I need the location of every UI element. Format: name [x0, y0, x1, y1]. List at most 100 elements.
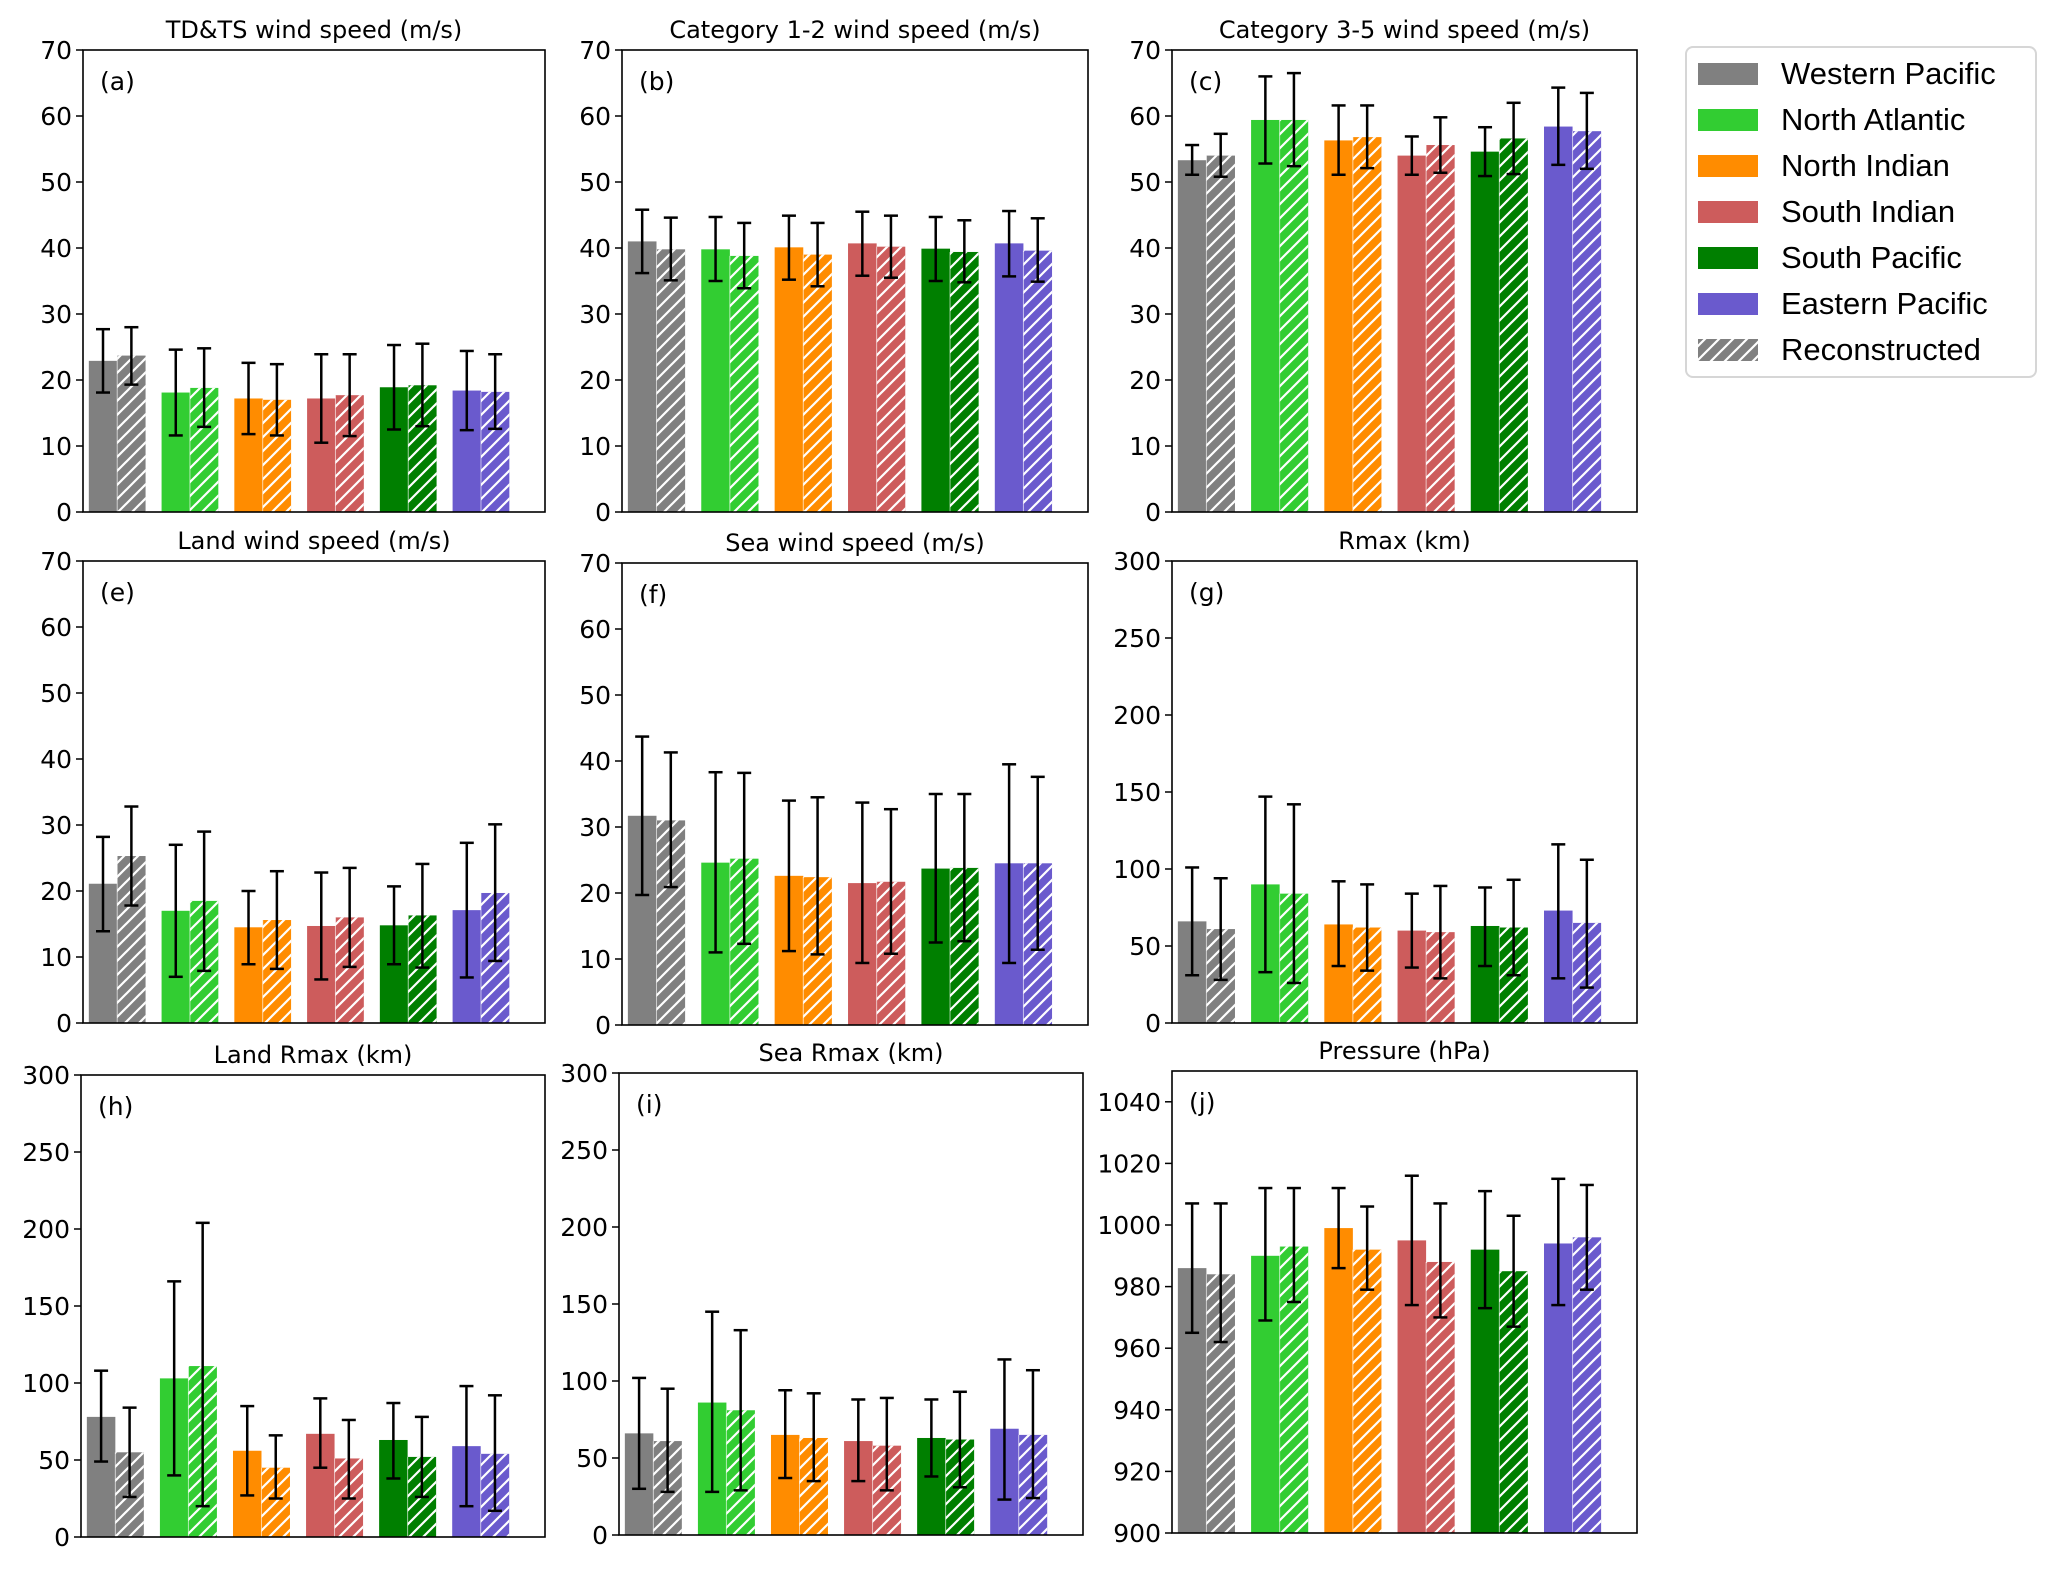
y-tick-label: 50	[579, 681, 611, 710]
bar-observed-eastern-pacific	[1544, 126, 1573, 512]
y-tick-label: 300	[1113, 547, 1161, 576]
y-tick-label: 70	[1129, 36, 1161, 65]
y-tick-label: 60	[579, 615, 611, 644]
y-tick-label: 1040	[1097, 1088, 1161, 1117]
panel-title: Sea wind speed (m/s)	[725, 529, 985, 557]
panel-tag: (g)	[1189, 578, 1224, 607]
y-tick-label: 10	[579, 945, 611, 974]
panel-b: Category 1-2 wind speed (m/s) 0 10 20 30 40 50…	[579, 16, 1089, 527]
y-tick-label: 200	[560, 1213, 608, 1242]
y-tick-label: 250	[22, 1138, 70, 1167]
hatch-overlay	[656, 249, 686, 512]
bar-observed-north-atlantic	[1251, 119, 1280, 513]
bar-observed-south-pacific	[921, 248, 951, 512]
y-tick-label: 900	[1113, 1519, 1161, 1548]
panel-j: Pressure (hPa) 900 920 940 960 980 1000 1020 104…	[1097, 1037, 1638, 1548]
bar-observed-south-indian	[848, 243, 877, 512]
bar-observed-north-indian	[1324, 1228, 1353, 1533]
panel-e: Land wind speed (m/s) 0 10 20 30 40 50 60 70 (e)	[40, 527, 546, 1038]
y-tick-label: 50	[1129, 932, 1161, 961]
panel-title: Land Rmax (km)	[214, 1041, 413, 1069]
y-tick-label: 20	[40, 366, 72, 395]
y-tick-label: 200	[22, 1215, 70, 1244]
y-tick-label: 60	[579, 102, 611, 131]
y-tick-label: 10	[40, 432, 72, 461]
y-tick-label: 50	[1129, 168, 1161, 197]
bar-observed-western-pacific	[1177, 160, 1207, 512]
legend-item: North Atlantic	[1698, 102, 1965, 137]
y-tick-label: 0	[56, 1009, 72, 1038]
hatch-overlay	[950, 251, 979, 512]
y-tick-label: 60	[40, 613, 72, 642]
y-tick-label: 920	[1113, 1457, 1161, 1486]
hatch-overlay	[876, 246, 906, 512]
y-tick-label: 0	[595, 498, 611, 527]
legend-label: Reconstructed	[1781, 332, 1981, 367]
y-tick-label: 150	[22, 1292, 70, 1321]
y-tick-label: 30	[40, 300, 72, 329]
panel-tag: (e)	[100, 578, 135, 607]
legend-label: South Indian	[1781, 194, 1955, 229]
y-tick-label: 100	[1113, 855, 1161, 884]
y-tick-label: 70	[579, 36, 611, 65]
y-tick-label: 1020	[1097, 1149, 1161, 1178]
y-tick-label: 20	[579, 366, 611, 395]
legend-item: Eastern Pacific	[1698, 286, 1988, 321]
y-tick-label: 10	[579, 432, 611, 461]
bar-observed-south-pacific	[1470, 151, 1500, 512]
y-tick-label: 70	[40, 36, 72, 65]
y-tick-label: 100	[22, 1369, 70, 1398]
y-tick-label: 40	[579, 234, 611, 263]
hatch-overlay	[1426, 145, 1455, 513]
y-tick-label: 940	[1113, 1396, 1161, 1425]
legend-item: Reconstructed	[1698, 332, 1981, 367]
legend-label: South Pacific	[1781, 240, 1962, 275]
legend-swatch	[1698, 155, 1758, 177]
y-tick-label: 50	[576, 1444, 608, 1473]
y-tick-label: 20	[1129, 366, 1161, 395]
y-tick-label: 50	[40, 168, 72, 197]
hatch-overlay	[1352, 1249, 1382, 1533]
y-tick-label: 40	[579, 747, 611, 776]
legend-swatch-hatch	[1698, 339, 1758, 361]
y-tick-label: 40	[1129, 234, 1161, 263]
hatch-overlay	[1279, 119, 1309, 513]
panel-title: TD&TS wind speed (m/s)	[165, 16, 463, 44]
axes-frame	[621, 49, 1089, 513]
y-tick-label: 60	[40, 102, 72, 131]
panel-f: Sea wind speed (m/s) 0 10 20 30 40 50 60 70 (f)	[579, 529, 1089, 1040]
y-tick-label: 250	[560, 1136, 608, 1165]
y-tick-label: 20	[579, 879, 611, 908]
legend-box	[1685, 46, 2037, 378]
hatch-overlay	[1023, 250, 1053, 512]
y-tick-label: 70	[40, 547, 72, 576]
panel-tag: (i)	[636, 1090, 662, 1119]
y-tick-label: 40	[40, 234, 72, 263]
y-tick-label: 250	[1113, 624, 1161, 653]
legend-swatch	[1698, 293, 1758, 315]
panel-tag: (b)	[639, 67, 674, 96]
bar-observed-north-atlantic	[701, 249, 730, 512]
panel-g: Rmax (km) 0 50 100 150 200 250 300 (g)	[1113, 527, 1638, 1038]
panel-i: Sea Rmax (km) 0 50 100 150 200 250 300 (i)	[560, 1039, 1084, 1550]
legend: Western Pacific North Atlantic North India…	[1685, 46, 2037, 378]
legend-item: South Pacific	[1698, 240, 1962, 275]
legend-label: Western Pacific	[1781, 56, 1996, 91]
hatch-overlay	[1499, 138, 1528, 512]
panel-title: Pressure (hPa)	[1318, 1037, 1490, 1065]
hatch-overlay	[1352, 137, 1382, 512]
panel-a: TD&TS wind speed (m/s) 0 10 20 30 40 50 60 70 (a)	[40, 16, 546, 527]
axes-frame	[80, 1074, 546, 1538]
legend-label: North Atlantic	[1781, 102, 1965, 137]
axes-frame	[82, 49, 546, 513]
y-tick-label: 0	[1145, 1009, 1161, 1038]
legend-item: Western Pacific	[1698, 56, 1996, 91]
y-tick-label: 980	[1113, 1273, 1161, 1302]
y-tick-label: 960	[1113, 1334, 1161, 1363]
axes-frame	[618, 1072, 1084, 1536]
panels-group: TD&TS wind speed (m/s)010203040506070(a)…	[22, 16, 1638, 1552]
panel-tag: (c)	[1189, 67, 1222, 96]
bar-observed-south-indian	[1397, 155, 1427, 512]
bar-observed-north-indian	[1324, 140, 1353, 513]
panel-tag: (j)	[1189, 1088, 1215, 1117]
